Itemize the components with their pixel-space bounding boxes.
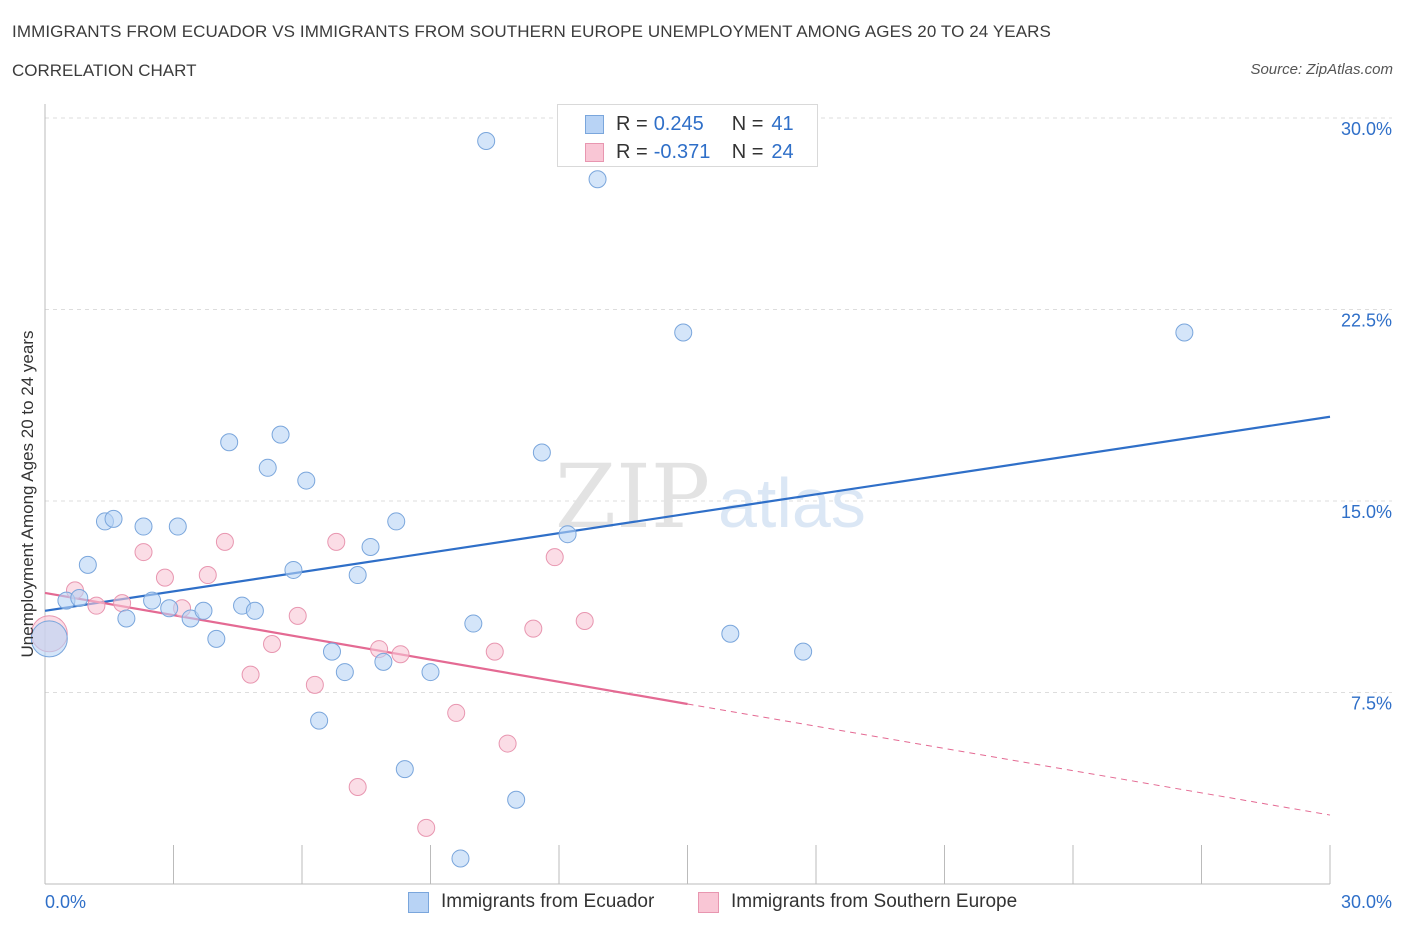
legend-n-label: N =: [731, 140, 764, 163]
x-tick-label: 0.0%: [45, 892, 86, 912]
point-southern-europe: [305, 675, 324, 694]
y-axis-label: Unemployment Among Ages 20 to 24 years: [18, 331, 37, 658]
point-southern-europe: [545, 548, 564, 567]
point-ecuador: [104, 509, 123, 528]
legend-r-label: R =: [616, 140, 648, 163]
point-ecuador: [588, 170, 607, 189]
y-tick-label: 7.5%: [1351, 694, 1392, 714]
point-ecuador: [220, 433, 239, 452]
point-southern-europe: [288, 606, 307, 625]
point-ecuador: [284, 560, 303, 579]
trend-line-0: [44, 415, 1331, 612]
point-ecuador: [335, 663, 354, 682]
point-ecuador: [168, 517, 187, 536]
point-ecuador: [374, 652, 393, 671]
x-tick-label: 30.0%: [1341, 892, 1392, 912]
point-ecuador: [532, 443, 551, 462]
point-ecuador: [507, 790, 526, 809]
legend-swatch-europe: [585, 142, 604, 162]
point-ecuador: [297, 471, 316, 490]
legend-n-value-europe: 24: [771, 140, 794, 163]
point-southern-europe: [498, 734, 517, 753]
legend-swatch-ecuador: [585, 114, 604, 134]
legend-row-europe: R = -0.371 N = 24: [558, 139, 794, 165]
point-southern-europe: [113, 594, 132, 613]
legend-label-ecuador: Immigrants from Ecuador: [441, 891, 655, 912]
point-southern-europe: [417, 818, 436, 837]
point-ecuador: [322, 642, 341, 661]
point-southern-europe: [134, 543, 153, 562]
legend-r-value-europe: -0.371: [653, 140, 711, 163]
point-southern-europe: [263, 634, 282, 653]
legend-r-value-ecuador: 0.245: [653, 112, 704, 135]
point-ecuador: [30, 620, 68, 658]
point-ecuador: [70, 589, 89, 608]
point-ecuador: [464, 614, 483, 633]
trend-line-solid-1: [44, 591, 688, 706]
point-southern-europe: [87, 596, 106, 615]
point-ecuador: [194, 601, 213, 620]
point-ecuador: [387, 512, 406, 531]
point-ecuador: [421, 663, 440, 682]
point-ecuador: [258, 458, 277, 477]
point-ecuador: [78, 555, 97, 574]
point-southern-europe: [241, 665, 260, 684]
legend-row-ecuador: R = 0.245 N = 41: [558, 111, 794, 137]
point-ecuador: [674, 323, 693, 342]
axis-layer: [44, 104, 1331, 885]
point-southern-europe: [327, 532, 346, 551]
point-ecuador: [1175, 323, 1194, 342]
legend-item-ecuador[interactable]: Immigrants from Ecuador: [408, 888, 654, 916]
point-ecuador: [207, 629, 226, 648]
point-southern-europe: [348, 777, 367, 796]
y-tick-label: 30.0%: [1341, 119, 1392, 139]
watermark-atlas: atlas: [718, 464, 866, 542]
point-southern-europe: [391, 645, 410, 664]
y-tick-label: 15.0%: [1341, 502, 1392, 522]
point-ecuador: [310, 711, 329, 730]
y-tick-label: 22.5%: [1341, 311, 1392, 331]
point-ecuador: [361, 537, 380, 556]
legend-r-label: R =: [616, 112, 648, 135]
point-southern-europe: [524, 619, 543, 638]
legend-n-label: N =: [731, 112, 764, 135]
point-ecuador: [134, 517, 153, 536]
point-southern-europe: [155, 568, 174, 587]
data-points: [30, 131, 1194, 868]
chart-title: IMMIGRANTS FROM ECUADOR VS IMMIGRANTS FR…: [12, 22, 1051, 41]
point-ecuador: [271, 425, 290, 444]
point-ecuador: [117, 609, 136, 628]
chart-subtitle: CORRELATION CHART: [12, 61, 197, 80]
point-ecuador: [721, 624, 740, 643]
legend-swatch-europe: [698, 891, 719, 913]
point-ecuador: [477, 131, 496, 150]
legend-label-europe: Immigrants from Southern Europe: [731, 891, 1018, 912]
point-ecuador: [348, 566, 367, 585]
legend-swatch-ecuador: [408, 891, 429, 913]
point-ecuador: [558, 525, 577, 544]
point-ecuador: [143, 591, 162, 610]
point-southern-europe: [447, 703, 466, 722]
watermark-zip: ZIP: [555, 445, 710, 548]
legend-item-europe[interactable]: Immigrants from Southern Europe: [698, 888, 1017, 916]
trend-lines: [44, 415, 1331, 816]
source-label: Source: ZipAtlas.com: [1250, 61, 1393, 78]
point-southern-europe: [575, 612, 594, 631]
point-ecuador: [160, 599, 179, 618]
tick-labels: 7.5% 15.0% 22.5% 30.0% 0.0% 30.0%: [45, 119, 1392, 912]
watermark: ZIP atlas: [555, 445, 866, 548]
point-ecuador: [245, 601, 264, 620]
point-southern-europe: [215, 532, 234, 551]
legend-n-value-ecuador: 41: [771, 112, 794, 135]
point-ecuador: [794, 642, 813, 661]
point-ecuador: [451, 849, 470, 868]
point-southern-europe: [198, 566, 217, 585]
trend-line-dashed-1: [687, 703, 1331, 816]
point-southern-europe: [485, 642, 504, 661]
stats-legend: R = 0.245 N = 41 R = -0.371 N = 24: [557, 104, 818, 167]
point-ecuador: [395, 760, 414, 779]
